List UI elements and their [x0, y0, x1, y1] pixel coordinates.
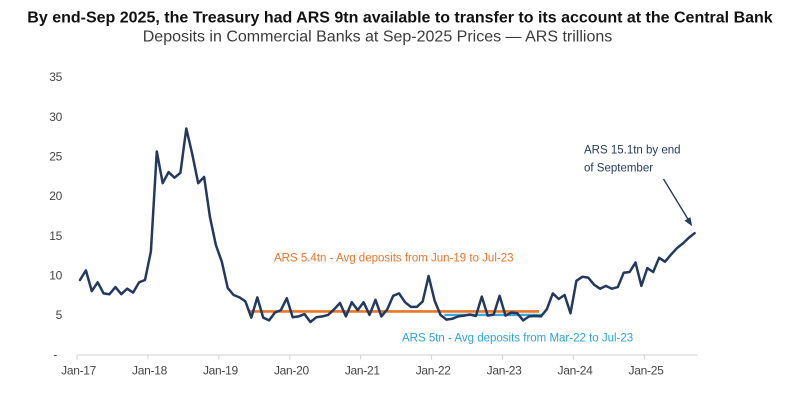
svg-text:-: - — [53, 347, 57, 361]
svg-text:Jan-24: Jan-24 — [558, 364, 594, 378]
svg-text:Jan-21: Jan-21 — [345, 364, 381, 378]
svg-text:10: 10 — [49, 269, 62, 283]
svg-text:Jan-22: Jan-22 — [416, 364, 452, 378]
svg-text:Jan-17: Jan-17 — [61, 364, 97, 378]
svg-text:By end-Sep 2025, the Treasury: By end-Sep 2025, the Treasury had ARS 9t… — [27, 10, 773, 27]
svg-text:ARS 15.1tn by end: ARS 15.1tn by end — [584, 145, 681, 157]
svg-text:Jan-20: Jan-20 — [274, 364, 310, 378]
svg-text:ARS 5.4tn - Avg deposits from: ARS 5.4tn - Avg deposits from Jun-19 to … — [274, 253, 514, 265]
svg-text:25: 25 — [49, 150, 62, 164]
svg-text:Jan-19: Jan-19 — [203, 364, 239, 378]
svg-text:Jan-23: Jan-23 — [487, 364, 523, 378]
svg-text:ARS 5tn - Avg deposits from Ma: ARS 5tn - Avg deposits from Mar-22 to Ju… — [402, 333, 633, 345]
svg-text:Deposits in Commercial Banks a: Deposits in Commercial Banks at Sep-2025… — [143, 29, 613, 46]
svg-text:15: 15 — [49, 229, 62, 243]
svg-text:of September: of September — [584, 163, 653, 175]
svg-text:Jan-18: Jan-18 — [132, 364, 168, 378]
svg-text:30: 30 — [49, 110, 62, 124]
svg-text:20: 20 — [49, 189, 62, 203]
svg-text:Jan-25: Jan-25 — [629, 364, 665, 378]
svg-text:5: 5 — [56, 308, 63, 322]
svg-text:35: 35 — [49, 70, 62, 84]
